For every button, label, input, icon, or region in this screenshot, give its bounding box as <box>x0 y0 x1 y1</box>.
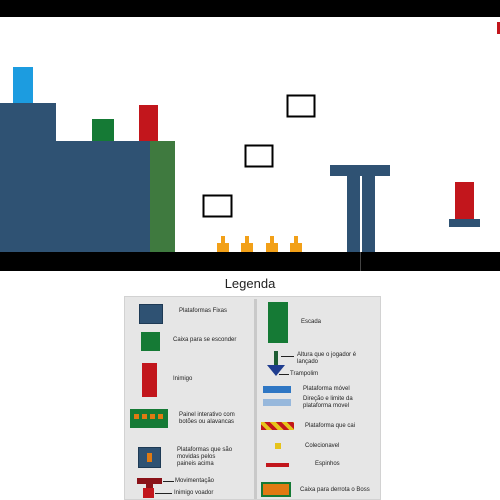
fixed-platform-left-mid <box>56 141 150 252</box>
flying-enemy-swatch <box>143 488 154 498</box>
orange-marker-icon <box>147 453 152 462</box>
boss-box-swatch <box>261 482 291 497</box>
floating-platform-3 <box>286 94 316 118</box>
collectible-swatch <box>275 443 281 449</box>
collectible-3 <box>266 236 278 252</box>
light-blue-block <box>13 67 33 103</box>
trampoline-arrow-icon <box>267 351 285 376</box>
collectible-1 <box>217 236 229 252</box>
fixed-platforms-label: Plataformas Fixas <box>179 308 228 314</box>
movement-pointer-line <box>163 481 174 482</box>
enemy-corner-marker <box>497 22 500 34</box>
fixed-platform-left-tall <box>0 103 56 252</box>
movement-label: Movimentação <box>175 478 215 484</box>
movement-stem-swatch <box>146 483 153 488</box>
spikes-label: Espinhos <box>315 461 340 467</box>
moving-platform-label: Plataforma móvel <box>303 386 350 392</box>
hide-box <box>92 119 114 141</box>
interactive-panel-swatch <box>130 409 168 428</box>
t-pillar-stem-right <box>362 176 375 252</box>
jump-height-label: Altura que o jogador é lançado <box>297 352 357 365</box>
falling-platform-label: Plataforma que cai <box>305 423 356 429</box>
legend-divider <box>254 299 257 499</box>
panel-button-icon <box>134 414 139 419</box>
moving-platform-limit-swatch <box>263 399 291 406</box>
enemy-label: Inimigo <box>173 376 193 382</box>
level-scene <box>0 0 500 271</box>
movement-swatch <box>137 478 162 484</box>
panel-moved-platform-swatch <box>138 447 161 468</box>
ladder <box>150 141 175 252</box>
spikes-swatch <box>266 463 289 467</box>
panel-button-icon <box>150 414 155 419</box>
panel-button-icon <box>142 414 147 419</box>
hide-box-label: Caixa para se esconder <box>173 337 237 343</box>
enemy-right <box>455 182 474 220</box>
hide-box-swatch <box>141 332 160 351</box>
moving-platform-limit-label: Direção e limite da plataforma movel <box>303 396 353 409</box>
enemy-left <box>139 105 158 141</box>
collectible-4 <box>290 236 302 252</box>
trampoline-pointer-line <box>279 374 289 375</box>
small-platform-right <box>449 219 480 227</box>
enemy-swatch <box>142 363 157 397</box>
interactive-panel-label: Painel interativo com botões ou alavanca… <box>179 412 235 425</box>
t-pillar-stem <box>347 176 360 252</box>
boss-box-label: Caixa para derrota o Boss <box>300 487 370 493</box>
jump-height-pointer-line <box>281 356 294 357</box>
falling-platform-swatch <box>261 422 294 430</box>
panel-button-icon <box>158 414 163 419</box>
moving-platform-swatch <box>263 386 291 393</box>
legend-title: Legenda <box>224 276 276 291</box>
legend-panel: Plataformas Fixas Caixa para se esconder… <box>124 296 381 500</box>
flying-enemy-label: Inimigo voador <box>174 490 214 496</box>
floating-platform-2 <box>244 144 274 168</box>
flying-enemy-pointer-line <box>155 493 172 494</box>
top-border <box>0 0 500 17</box>
ground-gap <box>360 252 361 271</box>
floating-platform-1 <box>202 194 233 218</box>
ladder-label: Escada <box>301 319 322 325</box>
t-pillar-top <box>330 165 390 176</box>
ground <box>0 252 500 271</box>
collectible-label: Colecionavel <box>305 443 340 449</box>
trampoline-label: Trampolim <box>290 371 319 377</box>
fixed-platform-swatch <box>139 304 163 324</box>
collectible-2 <box>241 236 253 252</box>
panel-moved-platforms-label: Plataformas que são movidas pelos painei… <box>177 447 233 467</box>
ladder-swatch <box>268 302 288 343</box>
